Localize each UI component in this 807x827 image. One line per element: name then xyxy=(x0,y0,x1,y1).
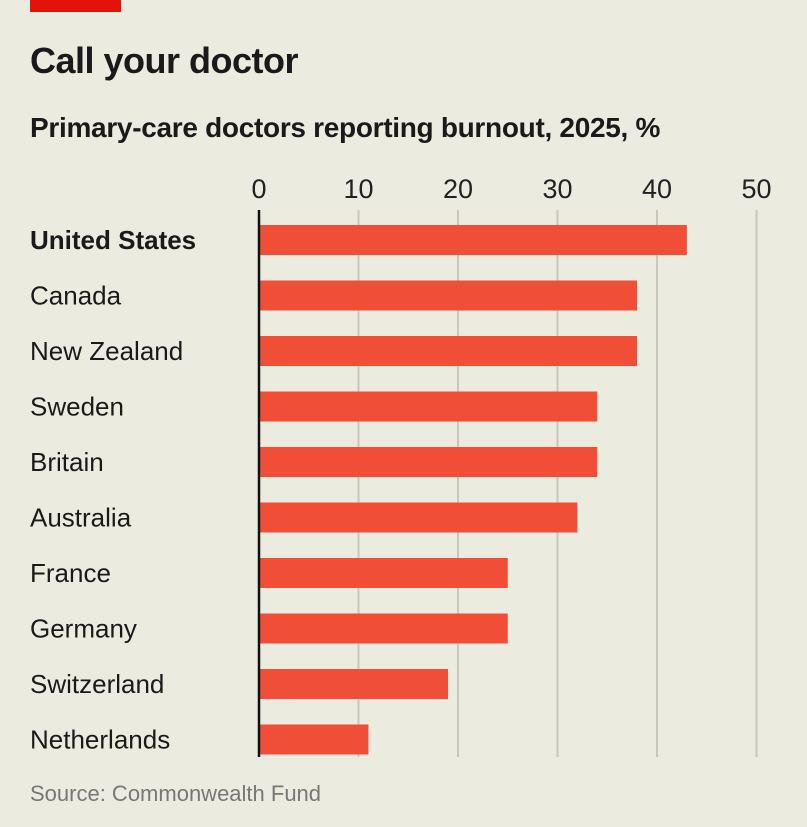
category-label: Switzerland xyxy=(30,669,164,699)
category-label: United States xyxy=(30,225,196,255)
bar xyxy=(259,280,638,311)
chart-subtitle: Primary-care doctors reporting burnout, … xyxy=(30,112,661,143)
bar xyxy=(259,669,449,699)
bar xyxy=(259,336,638,366)
category-label: Canada xyxy=(30,281,122,311)
category-label: Germany xyxy=(30,614,137,644)
bar xyxy=(259,502,578,533)
bar xyxy=(259,558,508,588)
category-label: Australia xyxy=(30,503,132,533)
bar xyxy=(259,391,598,422)
x-tick-label: 0 xyxy=(251,174,266,204)
bar xyxy=(259,613,508,644)
x-tick-label: 50 xyxy=(741,174,771,204)
bar xyxy=(259,225,687,255)
brand-tab xyxy=(30,0,121,12)
category-label: Sweden xyxy=(30,392,124,422)
bar xyxy=(259,447,598,477)
category-label: Netherlands xyxy=(30,725,170,755)
chart-title: Call your doctor xyxy=(30,40,299,81)
category-label: Britain xyxy=(30,447,104,477)
x-tick-label: 30 xyxy=(542,174,572,204)
x-tick-label: 20 xyxy=(443,174,473,204)
x-tick-label: 40 xyxy=(642,174,672,204)
source-note: Source: Commonwealth Fund xyxy=(30,781,322,806)
category-label: New Zealand xyxy=(30,336,183,366)
category-label: France xyxy=(30,558,111,588)
x-tick-label: 10 xyxy=(343,174,373,204)
bar xyxy=(259,724,369,755)
